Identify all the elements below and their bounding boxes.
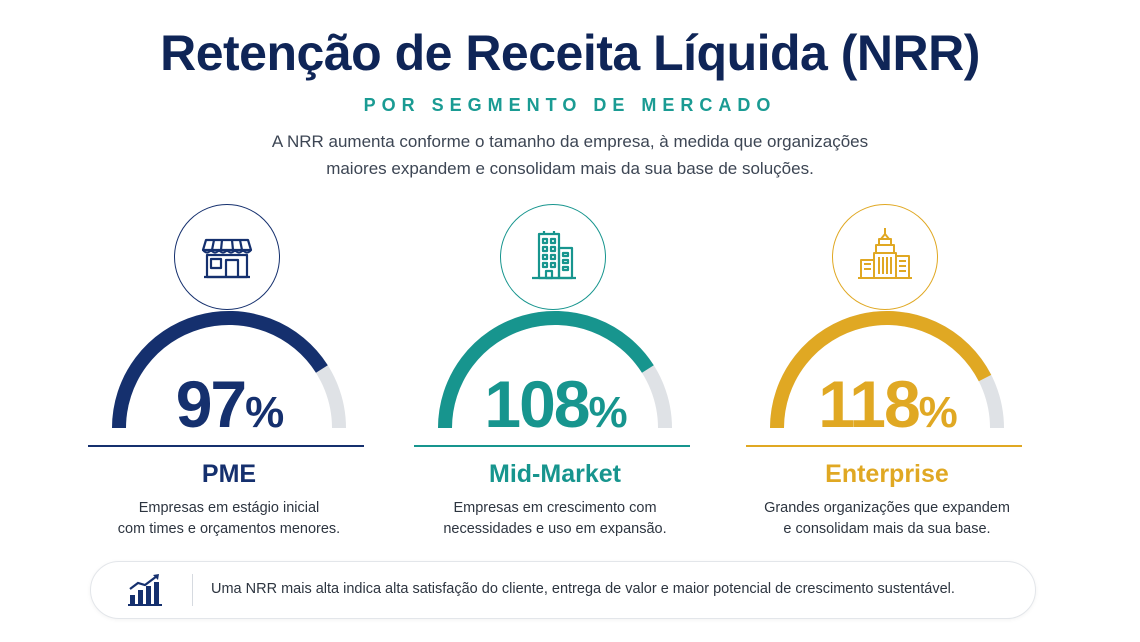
office-building-icon [500,204,606,310]
gauge-pme [112,311,346,429]
storefront-icon [174,204,280,310]
gauge-fill [770,311,992,429]
segment-divider [414,445,690,447]
segment-card-pme: 97% PME Empresas em estágio inicial com … [84,196,374,546]
segment-description-mid-market: Empresas em crescimento com necessidades… [410,498,700,540]
page-subtitle: POR SEGMENTO DE MERCADO [363,95,777,115]
nrr-number: 118 [818,367,920,441]
percent-sign: % [588,388,628,437]
segment-divider [88,445,364,447]
segment-description-line: necessidades e uso em expansão. [443,521,667,537]
segment-name-pme: PME [201,460,257,488]
nrr-value-pme: 97% [84,366,374,442]
nrr-value-mid-market: 108% [410,366,700,442]
gauge-fill [438,311,654,429]
percent-sign: % [918,388,958,437]
footer-divider [192,574,193,606]
nrr-number: 97 [175,367,247,441]
segment-divider [746,445,1022,447]
gauge-enterprise [770,311,1004,429]
segment-description-enterprise: Grandes organizações que expandem e cons… [742,498,1032,540]
segment-description-line: Empresas em estágio inicial [138,500,320,516]
segment-description-line: e consolidam mais da sua base. [783,521,991,537]
gauge-fill [112,311,328,429]
growth-chart-icon [128,574,162,606]
segment-card-enterprise: 118% Enterprise Grandes organizações que… [742,196,1032,546]
footer-text: Uma NRR mais alta indica alta satisfação… [211,581,955,597]
skyscraper-icon [832,204,938,310]
percent-sign: % [245,388,284,437]
gauge-mid-market [438,311,672,429]
segment-description-line: Empresas em crescimento com [453,500,657,516]
footer-note: Uma NRR mais alta indica alta satisfação… [90,561,1036,619]
description-line: maiores expandem e consolidam mais da su… [326,159,814,178]
segment-description-line: Grandes organizações que expandem [764,500,1010,516]
segment-description-pme: Empresas em estágio inicial com times e … [84,498,374,540]
nrr-number: 108 [484,367,590,441]
segment-card-mid-market: 108% Mid-Market Empresas em crescimento … [410,196,700,546]
page-description: A NRR aumenta conforme o tamanho da empr… [220,128,920,182]
page-title: Retenção de Receita Líquida (NRR) [160,25,980,81]
nrr-value-enterprise: 118% [742,366,1032,442]
segment-description-line: com times e orçamentos menores. [117,521,341,537]
segment-name-mid-market: Mid-Market [489,460,621,488]
segment-name-enterprise: Enterprise [825,460,949,488]
description-line: A NRR aumenta conforme o tamanho da empr… [271,132,869,151]
